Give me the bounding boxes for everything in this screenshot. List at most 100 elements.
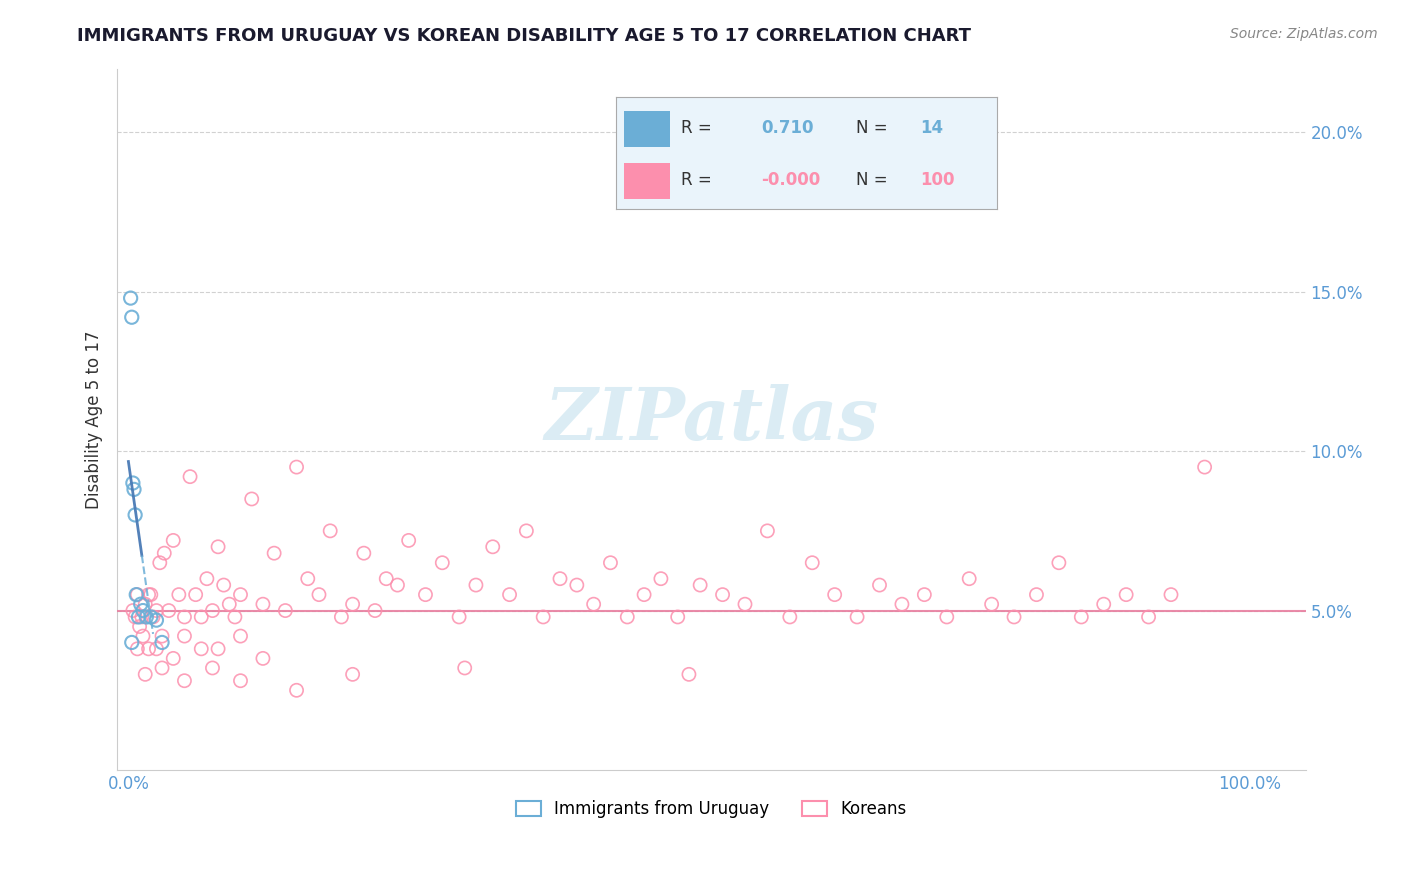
Point	[650, 572, 672, 586]
Point	[297, 572, 319, 586]
Point	[957, 572, 980, 586]
Point	[124, 508, 146, 522]
Point	[1092, 597, 1115, 611]
Point	[173, 673, 195, 688]
Point	[124, 610, 146, 624]
Point	[131, 610, 153, 624]
Point	[285, 460, 308, 475]
Point	[167, 588, 190, 602]
Point	[869, 578, 891, 592]
Point	[846, 610, 869, 624]
Point	[398, 533, 420, 548]
Point	[890, 597, 912, 611]
Point	[229, 673, 252, 688]
Point	[134, 667, 156, 681]
Point	[201, 603, 224, 617]
Point	[134, 597, 156, 611]
Point	[515, 524, 537, 538]
Point	[666, 610, 689, 624]
Point	[150, 661, 173, 675]
Y-axis label: Disability Age 5 to 17: Disability Age 5 to 17	[86, 330, 103, 508]
Text: Source: ZipAtlas.com: Source: ZipAtlas.com	[1230, 27, 1378, 41]
Legend: Immigrants from Uruguay, Koreans: Immigrants from Uruguay, Koreans	[509, 794, 914, 825]
Point	[128, 619, 150, 633]
Point	[779, 610, 801, 624]
Point	[531, 610, 554, 624]
Point	[330, 610, 353, 624]
Point	[801, 556, 824, 570]
Point	[912, 588, 935, 602]
Point	[224, 610, 246, 624]
Point	[173, 629, 195, 643]
Point	[145, 613, 167, 627]
Point	[449, 610, 471, 624]
Text: ZIPatlas: ZIPatlas	[544, 384, 879, 455]
Point	[142, 610, 165, 624]
Point	[129, 597, 152, 611]
Point	[127, 588, 149, 602]
Point	[548, 572, 571, 586]
Point	[207, 540, 229, 554]
Point	[190, 610, 212, 624]
Point	[387, 578, 409, 592]
Point	[122, 603, 145, 617]
Point	[240, 491, 263, 506]
Point	[319, 524, 342, 538]
Point	[145, 641, 167, 656]
Point	[120, 291, 142, 305]
Point	[1025, 588, 1047, 602]
Point	[138, 588, 160, 602]
Point	[153, 546, 176, 560]
Point	[150, 635, 173, 649]
Point	[565, 578, 588, 592]
Point	[364, 603, 387, 617]
Point	[195, 572, 218, 586]
Point	[263, 546, 285, 560]
Point	[454, 661, 477, 675]
Point	[711, 588, 734, 602]
Point	[734, 597, 756, 611]
Point	[308, 588, 330, 602]
Point	[127, 610, 149, 624]
Point	[139, 610, 162, 624]
Point	[582, 597, 605, 611]
Point	[201, 661, 224, 675]
Point	[218, 597, 240, 611]
Point	[162, 651, 184, 665]
Point	[145, 603, 167, 617]
Point	[138, 641, 160, 656]
Point	[122, 483, 145, 497]
Point	[179, 469, 201, 483]
Point	[274, 603, 297, 617]
Point	[599, 556, 621, 570]
Point	[342, 597, 364, 611]
Point	[150, 629, 173, 643]
Point	[1047, 556, 1070, 570]
Point	[633, 588, 655, 602]
Point	[162, 533, 184, 548]
Point	[190, 641, 212, 656]
Point	[678, 667, 700, 681]
Point	[212, 578, 235, 592]
Point	[149, 556, 172, 570]
Point	[498, 588, 520, 602]
Point	[1002, 610, 1025, 624]
Point	[127, 641, 149, 656]
Point	[464, 578, 486, 592]
Point	[157, 603, 180, 617]
Point	[824, 588, 846, 602]
Point	[139, 588, 162, 602]
Point	[1194, 460, 1216, 475]
Point	[1160, 588, 1182, 602]
Text: IMMIGRANTS FROM URUGUAY VS KOREAN DISABILITY AGE 5 TO 17 CORRELATION CHART: IMMIGRANTS FROM URUGUAY VS KOREAN DISABI…	[77, 27, 972, 45]
Point	[229, 588, 252, 602]
Point	[229, 629, 252, 643]
Point	[122, 476, 145, 491]
Point	[432, 556, 454, 570]
Point	[285, 683, 308, 698]
Point	[689, 578, 711, 592]
Point	[1137, 610, 1160, 624]
Point	[756, 524, 779, 538]
Point	[184, 588, 207, 602]
Point	[1070, 610, 1092, 624]
